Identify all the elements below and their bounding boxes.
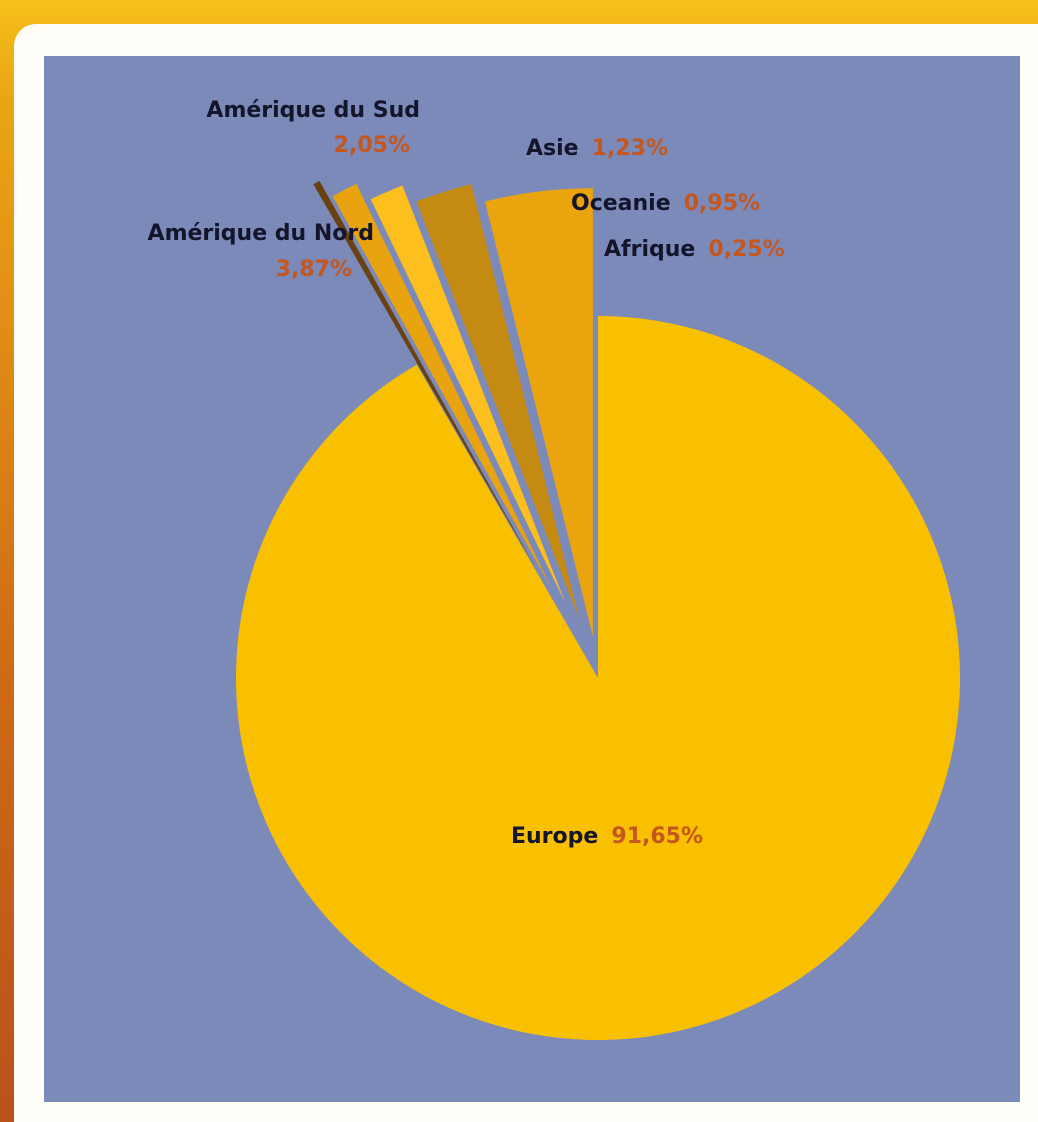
- slice-name-amerique-du-nord: Amérique du Nord: [148, 221, 374, 246]
- slice-value-afrique: 0,25%: [708, 237, 784, 262]
- pie-slice-europe: [236, 316, 960, 1040]
- slice-name-asie: Asie: [526, 136, 579, 161]
- pie-slice-oceanie: [332, 183, 551, 588]
- label-europe: Europe 91,65%: [511, 824, 703, 849]
- label-oceanie: Oceanie 0,95%: [571, 191, 760, 216]
- slice-value-amerique-du-nord: 3,87%: [276, 257, 352, 282]
- label-asie: Asie 1,23%: [526, 136, 668, 161]
- pie-slice-afrique: [313, 180, 538, 572]
- slice-value-asie: 1,23%: [592, 136, 668, 161]
- label-afrique: Afrique 0,25%: [604, 237, 785, 262]
- pie-labels: Europe 91,65% Amérique du Nord 3,87% Amé…: [148, 98, 785, 849]
- slice-value-europe: 91,65%: [611, 824, 703, 849]
- pie-slice-amerique-du-sud: [416, 184, 580, 619]
- slice-name-europe: Europe: [511, 824, 598, 849]
- slice-value-oceanie: 0,95%: [684, 191, 760, 216]
- slice-value-amerique-du-sud: 2,05%: [334, 133, 410, 158]
- pie-slice-amerique-du-nord: [485, 188, 593, 637]
- pie-slice-asie: [370, 185, 566, 603]
- pie-slices: [236, 180, 960, 1040]
- slice-name-afrique: Afrique: [604, 237, 695, 262]
- slice-name-amerique-du-sud: Amérique du Sud: [206, 98, 420, 123]
- slice-name-oceanie: Oceanie: [571, 191, 671, 216]
